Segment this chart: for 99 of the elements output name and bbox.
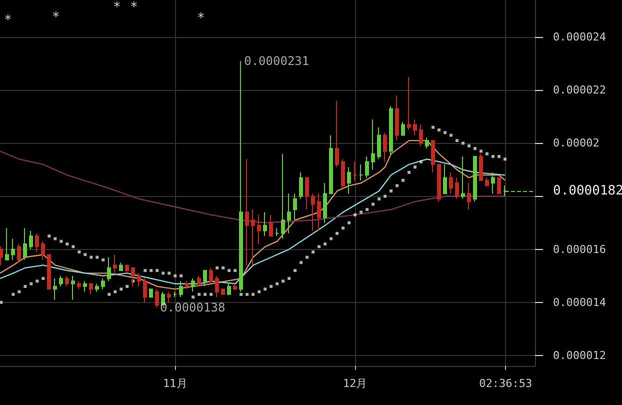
candlestick	[383, 132, 387, 162]
candlestick	[17, 244, 21, 264]
candlestick	[167, 291, 171, 303]
candlestick	[443, 164, 447, 194]
candlestick	[197, 275, 201, 287]
candlestick	[65, 275, 69, 287]
candlestick	[473, 156, 477, 202]
candlestick	[323, 182, 327, 224]
x-tick-label: 12月	[342, 377, 368, 390]
candlestick	[311, 193, 315, 232]
candlestick	[359, 164, 363, 181]
candlestick	[347, 166, 351, 194]
candlestick	[395, 94, 399, 142]
candlestick	[71, 275, 75, 300]
candlestick	[335, 100, 339, 168]
annotation: 0.0000138	[160, 300, 226, 315]
candlestick	[401, 122, 405, 136]
candlestick	[203, 270, 207, 287]
candlestick	[215, 275, 219, 298]
candlestick	[83, 280, 87, 292]
candlestick	[479, 153, 483, 181]
candlestick	[449, 172, 453, 194]
candlestick	[275, 228, 279, 237]
candlestick	[53, 278, 57, 300]
candlestick	[191, 278, 195, 292]
y-tick-label: 0.00002	[553, 136, 600, 150]
candlestick	[365, 156, 369, 178]
candlestick	[107, 256, 111, 282]
candlestick	[245, 158, 249, 266]
candlestick	[5, 228, 9, 260]
candlestick	[263, 212, 267, 237]
y-tick-label: 0.000016	[553, 242, 606, 256]
annotation: *	[52, 10, 60, 25]
candlestick	[467, 182, 471, 210]
annotation: *	[197, 11, 205, 26]
candlestick	[35, 232, 39, 252]
candlestick	[23, 228, 27, 260]
candlestick	[113, 254, 117, 274]
candlestick	[497, 177, 501, 194]
candlestick	[377, 126, 381, 160]
candlestick	[461, 156, 465, 200]
candlestick	[305, 177, 309, 210]
candlestick	[143, 278, 147, 303]
candlestick	[239, 60, 243, 292]
candlestick	[317, 193, 321, 232]
candlestick	[251, 209, 255, 266]
candlestick	[233, 283, 237, 290]
candlestick	[209, 267, 213, 284]
candlestick	[437, 164, 441, 202]
candlestick	[353, 161, 357, 181]
candlestick	[287, 193, 291, 234]
candlestick	[173, 291, 177, 298]
candlestick	[407, 76, 411, 130]
candlestick	[41, 240, 45, 260]
candlestick	[413, 118, 417, 136]
candlestick	[77, 280, 81, 290]
candlestick	[137, 272, 141, 287]
annotation: *	[113, 0, 121, 15]
candlestick	[179, 280, 183, 298]
y-tick-label: 0.000022	[553, 84, 606, 97]
candlestick	[269, 214, 273, 237]
candlestick	[257, 214, 261, 244]
y-tick-label: 0.000012	[553, 348, 606, 362]
candlestick	[221, 288, 225, 295]
candlestick	[59, 275, 63, 287]
annotation: *	[4, 13, 12, 28]
candlestick	[47, 254, 51, 290]
y-tick-label: 0.000014	[553, 296, 606, 309]
candlestick	[299, 172, 303, 200]
candlestick	[341, 158, 345, 189]
candlestick	[329, 134, 333, 194]
candlestick	[29, 230, 33, 250]
candlestick	[149, 288, 153, 298]
ref-line-label: 0.0000182	[553, 183, 622, 198]
candlestick	[491, 172, 495, 194]
candlestick	[119, 262, 123, 272]
candlestick	[155, 288, 159, 308]
candlestick	[281, 153, 285, 240]
candlestick	[425, 137, 429, 150]
annotation: 0.0000231	[244, 54, 310, 68]
candlestick	[431, 140, 435, 173]
candlestick	[89, 283, 93, 295]
x-tick-label: 02:36:53	[479, 377, 532, 390]
candlestick	[371, 118, 375, 170]
candlestick	[125, 264, 129, 274]
annotation: *	[130, 0, 138, 15]
x-tick-label: 11月	[163, 377, 188, 390]
candlestick	[95, 283, 99, 292]
candlestick	[11, 238, 15, 260]
candlestick	[485, 177, 489, 186]
candlestick	[293, 193, 297, 221]
candlestick	[227, 283, 231, 295]
candlestick	[101, 278, 105, 290]
y-tick-label: 0.000024	[553, 30, 606, 44]
candlestick	[185, 280, 189, 290]
candlestick	[419, 124, 423, 146]
candlestick	[0, 246, 3, 266]
candlestick	[389, 106, 393, 154]
candlestick	[455, 177, 459, 200]
